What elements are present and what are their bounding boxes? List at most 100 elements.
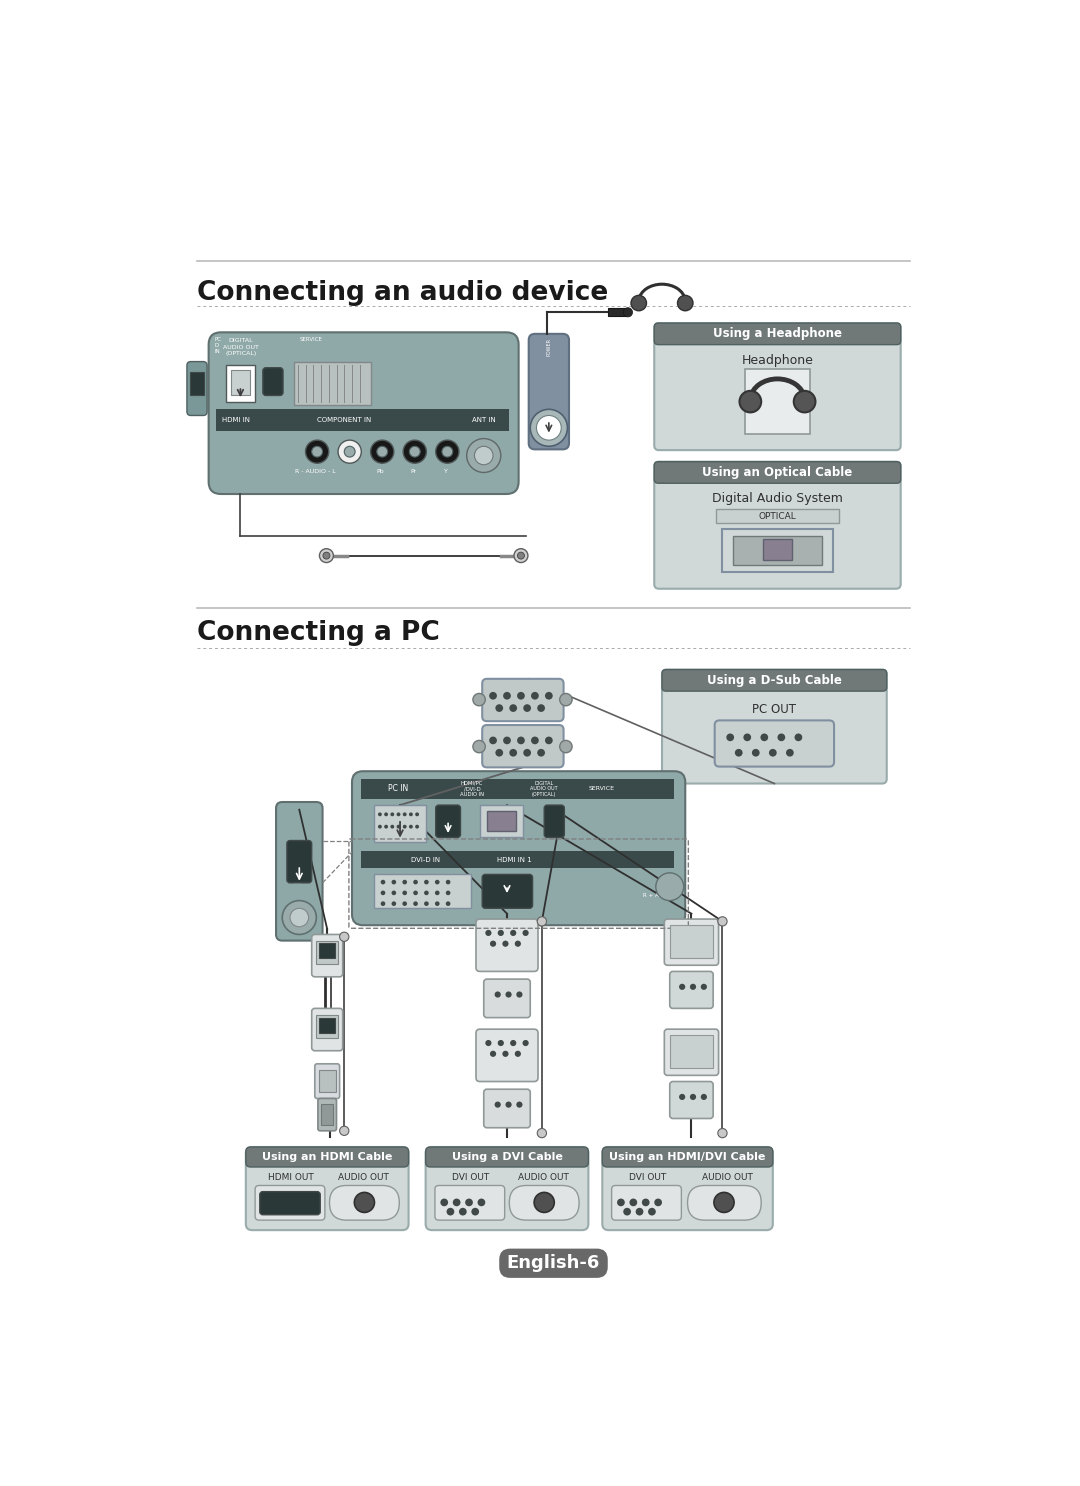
FancyBboxPatch shape bbox=[312, 935, 342, 976]
Text: AUDIO OUT: AUDIO OUT bbox=[518, 1174, 569, 1183]
Circle shape bbox=[636, 1208, 644, 1216]
FancyBboxPatch shape bbox=[276, 802, 323, 941]
Circle shape bbox=[453, 1199, 460, 1207]
Text: Y: Y bbox=[444, 470, 448, 474]
Circle shape bbox=[701, 1094, 707, 1100]
Circle shape bbox=[690, 984, 697, 990]
FancyBboxPatch shape bbox=[352, 771, 685, 926]
Circle shape bbox=[727, 734, 734, 742]
Circle shape bbox=[403, 825, 407, 829]
Text: AUDIO OUT: AUDIO OUT bbox=[224, 345, 259, 349]
Circle shape bbox=[498, 930, 504, 936]
Text: OPTICAL: OPTICAL bbox=[758, 511, 796, 522]
FancyBboxPatch shape bbox=[287, 841, 312, 883]
Circle shape bbox=[489, 737, 497, 744]
Circle shape bbox=[414, 902, 418, 906]
Text: (OPTICAL): (OPTICAL) bbox=[226, 351, 257, 355]
Text: Using an HDMI/DVI Cable: Using an HDMI/DVI Cable bbox=[609, 1152, 766, 1162]
Circle shape bbox=[380, 902, 386, 906]
Circle shape bbox=[769, 749, 777, 756]
Text: Connecting an audio device: Connecting an audio device bbox=[197, 279, 608, 306]
Circle shape bbox=[517, 737, 525, 744]
Circle shape bbox=[654, 1199, 662, 1207]
Circle shape bbox=[559, 694, 572, 706]
Bar bbox=[670, 1036, 713, 1067]
Circle shape bbox=[384, 825, 388, 829]
Circle shape bbox=[424, 902, 429, 906]
FancyBboxPatch shape bbox=[435, 1186, 504, 1220]
Circle shape bbox=[477, 1199, 485, 1207]
Circle shape bbox=[435, 440, 459, 464]
Circle shape bbox=[392, 890, 396, 895]
Circle shape bbox=[545, 737, 553, 744]
Circle shape bbox=[537, 1128, 546, 1138]
Circle shape bbox=[396, 813, 401, 816]
Text: PC IN: PC IN bbox=[389, 785, 408, 794]
Circle shape bbox=[380, 880, 386, 884]
Circle shape bbox=[496, 749, 503, 756]
Circle shape bbox=[510, 930, 516, 936]
Text: EXT: EXT bbox=[327, 361, 341, 370]
Text: HDMI IN: HDMI IN bbox=[221, 418, 249, 424]
Circle shape bbox=[435, 880, 440, 884]
Circle shape bbox=[474, 446, 494, 465]
FancyBboxPatch shape bbox=[664, 1030, 718, 1076]
Circle shape bbox=[718, 917, 727, 926]
Circle shape bbox=[514, 548, 528, 563]
FancyBboxPatch shape bbox=[482, 874, 532, 908]
Text: HDMI IN 1: HDMI IN 1 bbox=[498, 857, 532, 863]
Circle shape bbox=[505, 991, 512, 997]
Circle shape bbox=[424, 880, 429, 884]
Text: DIGITAL: DIGITAL bbox=[229, 339, 254, 343]
FancyBboxPatch shape bbox=[329, 1186, 400, 1220]
Circle shape bbox=[502, 941, 509, 947]
Circle shape bbox=[442, 446, 453, 458]
Circle shape bbox=[415, 813, 419, 816]
Bar bbox=[216, 409, 510, 431]
Circle shape bbox=[517, 553, 525, 559]
Text: Using an Optical Cable: Using an Optical Cable bbox=[702, 467, 852, 478]
Circle shape bbox=[517, 692, 525, 700]
FancyBboxPatch shape bbox=[426, 1147, 589, 1230]
Circle shape bbox=[690, 1094, 697, 1100]
Circle shape bbox=[510, 704, 517, 712]
Circle shape bbox=[537, 416, 562, 440]
Text: ANT IN: ANT IN bbox=[472, 418, 496, 424]
Bar bbox=[226, 364, 255, 401]
Circle shape bbox=[524, 704, 531, 712]
Circle shape bbox=[459, 1208, 467, 1216]
FancyBboxPatch shape bbox=[246, 1147, 408, 1230]
FancyBboxPatch shape bbox=[482, 725, 564, 767]
FancyBboxPatch shape bbox=[611, 1186, 681, 1220]
Text: R + AUD: R + AUD bbox=[643, 893, 666, 899]
Circle shape bbox=[510, 1040, 516, 1046]
Bar bbox=[320, 944, 335, 958]
Circle shape bbox=[345, 446, 355, 458]
Circle shape bbox=[424, 890, 429, 895]
Circle shape bbox=[795, 734, 802, 742]
Text: PC OUT: PC OUT bbox=[753, 703, 796, 716]
Text: Pb: Pb bbox=[377, 470, 384, 474]
Circle shape bbox=[535, 1192, 554, 1213]
Circle shape bbox=[515, 941, 521, 947]
Text: Using a DVI Cable: Using a DVI Cable bbox=[451, 1152, 563, 1162]
Circle shape bbox=[537, 917, 546, 926]
Circle shape bbox=[446, 880, 450, 884]
Circle shape bbox=[339, 932, 349, 942]
Circle shape bbox=[623, 1208, 631, 1216]
Circle shape bbox=[490, 941, 496, 947]
Circle shape bbox=[559, 740, 572, 753]
Circle shape bbox=[403, 440, 427, 464]
Circle shape bbox=[377, 446, 388, 458]
Circle shape bbox=[390, 813, 394, 816]
Circle shape bbox=[677, 296, 693, 311]
FancyBboxPatch shape bbox=[312, 1009, 342, 1051]
Text: DVI OUT: DVI OUT bbox=[451, 1174, 489, 1183]
Circle shape bbox=[503, 737, 511, 744]
FancyBboxPatch shape bbox=[510, 1186, 579, 1220]
Circle shape bbox=[485, 1040, 491, 1046]
FancyBboxPatch shape bbox=[426, 1147, 589, 1167]
Circle shape bbox=[392, 902, 396, 906]
Bar bbox=[319, 1070, 336, 1092]
Circle shape bbox=[446, 902, 450, 906]
